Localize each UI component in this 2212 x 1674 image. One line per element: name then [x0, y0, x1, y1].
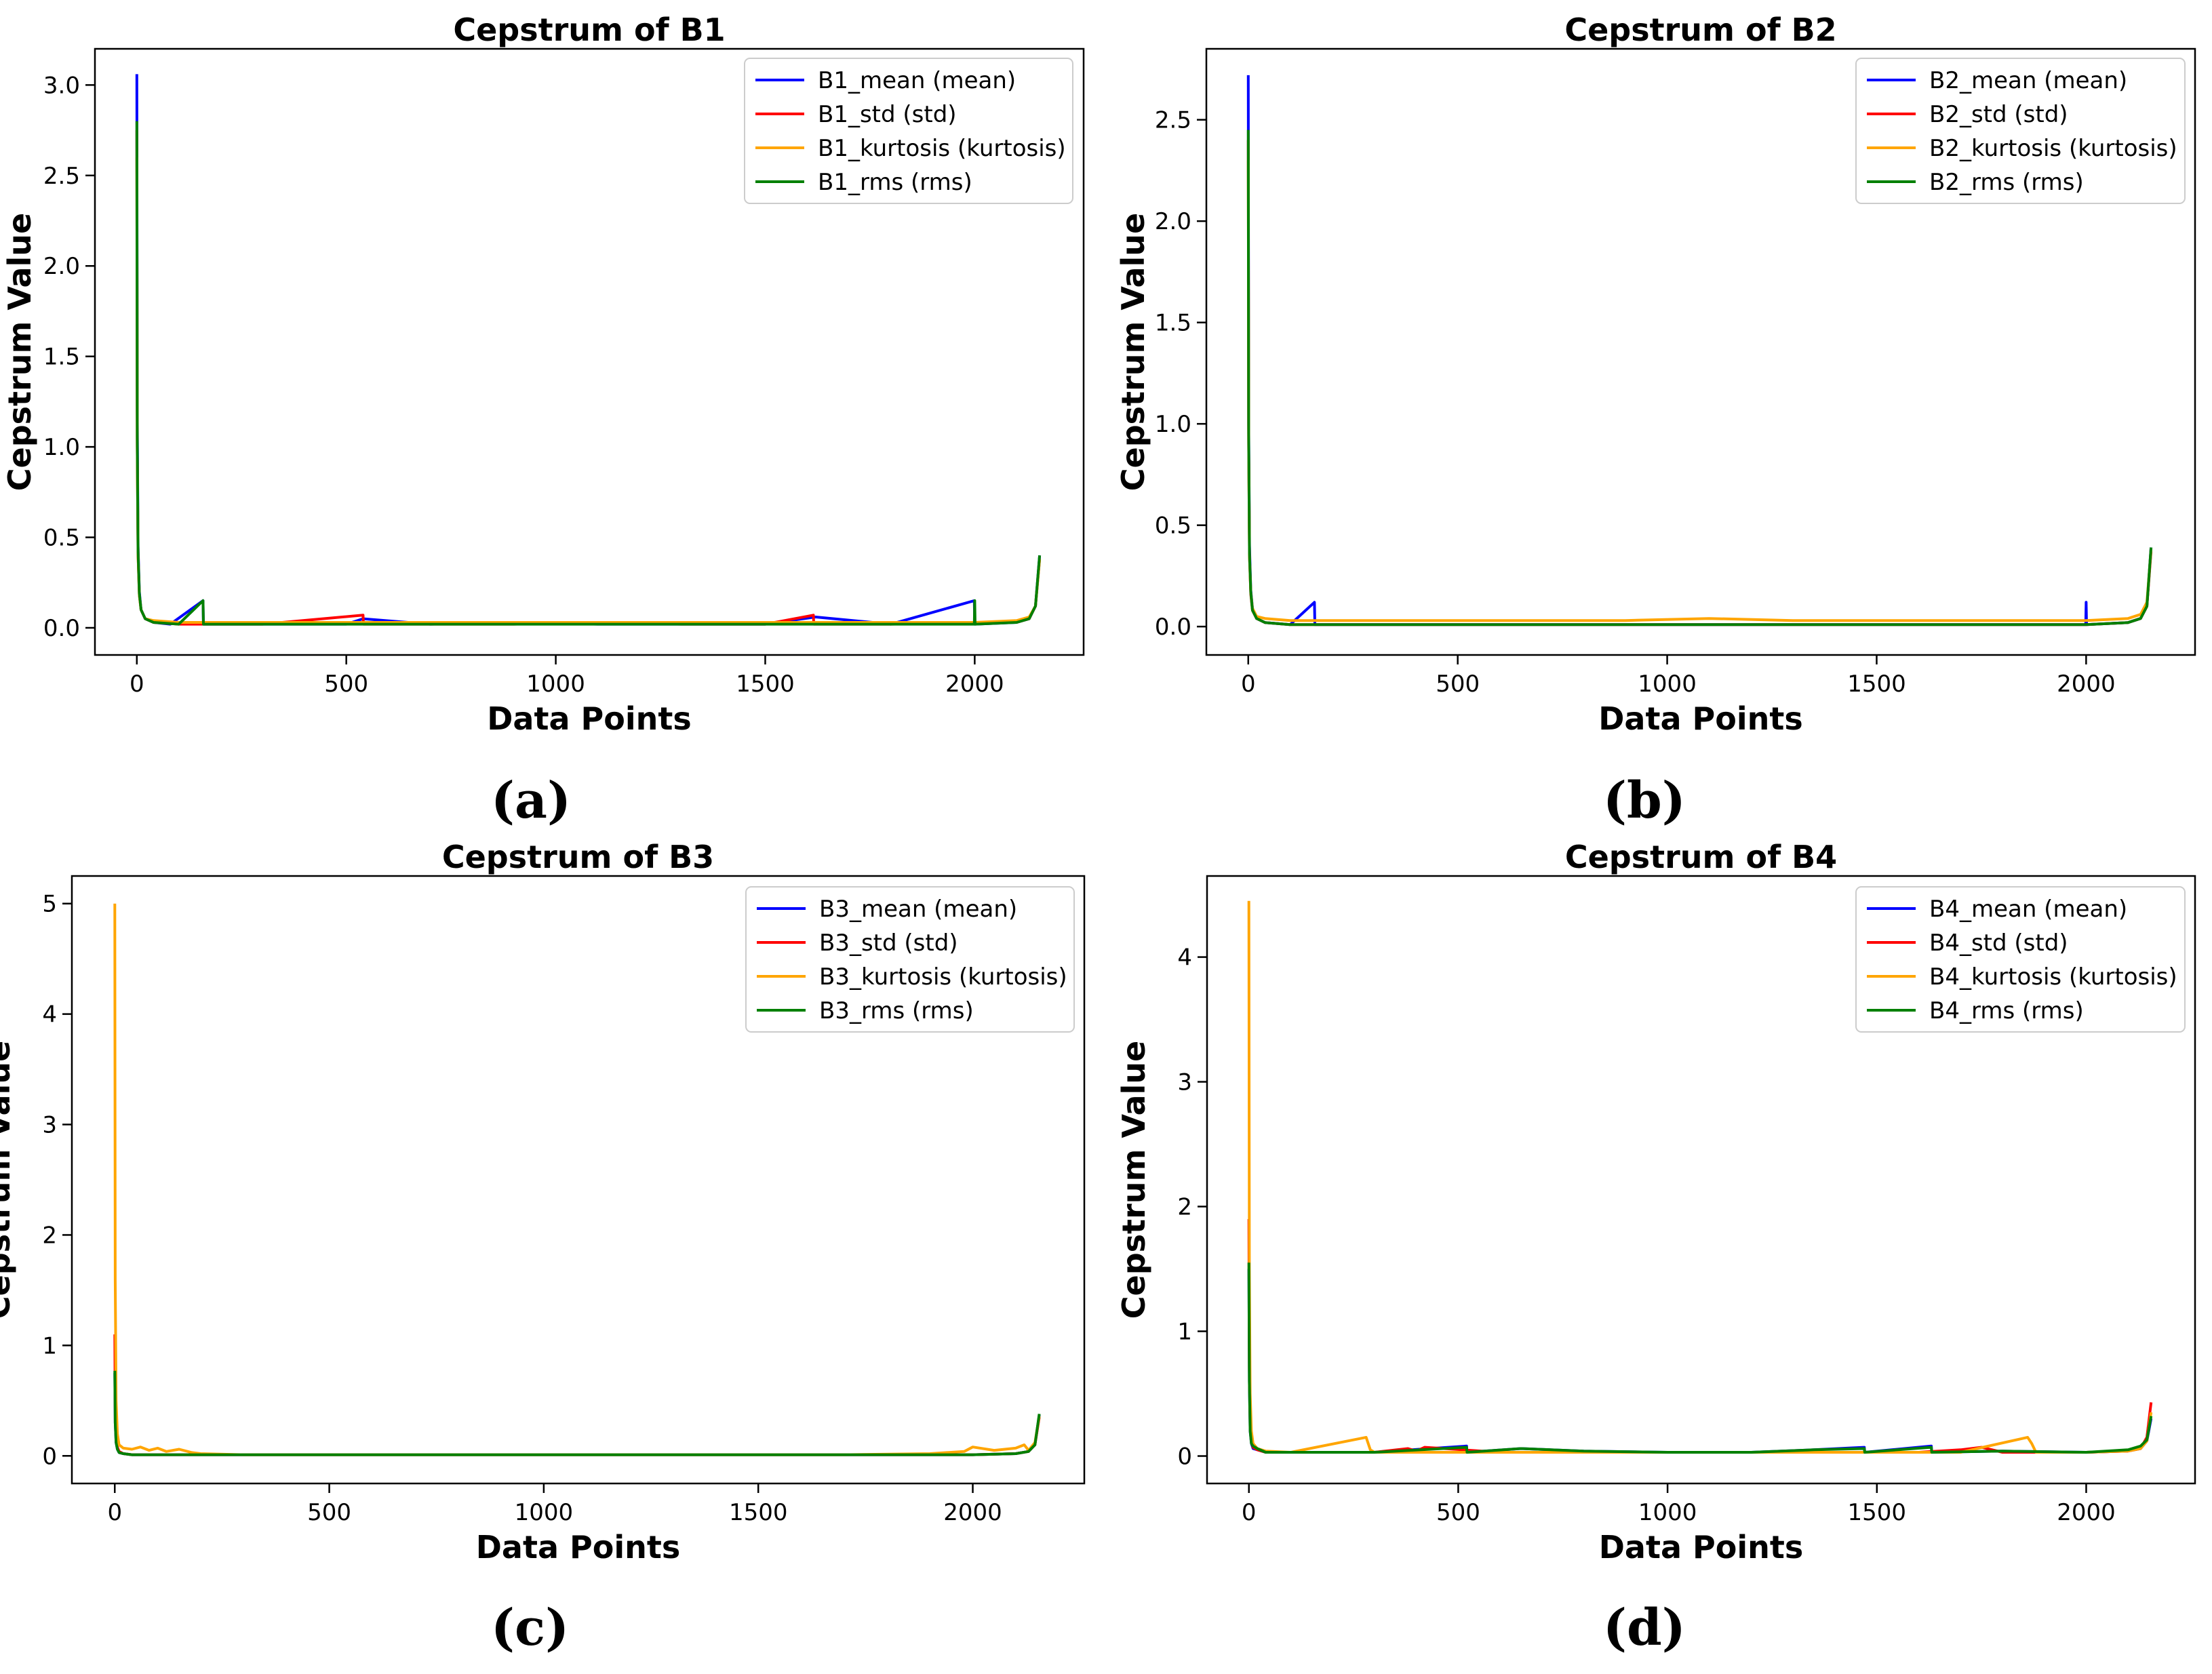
chart3-xtick-label: 0: [107, 1499, 122, 1526]
chart4-xtick-label: 500: [1436, 1499, 1480, 1526]
caption-a: (a): [491, 772, 571, 830]
chart4-xtick-label: 1500: [1848, 1499, 1907, 1526]
chart3-legend-label-kurtosis: B3_kurtosis (kurtosis): [819, 963, 1067, 991]
chart1-xtick-label: 2000: [945, 671, 1004, 698]
chart2-xtick-label: 2000: [2057, 671, 2116, 698]
chart2-ylabel: Cepstrum Value: [1115, 213, 1151, 491]
chart1-legend-box: [744, 58, 1073, 204]
caption-d: (d): [1603, 1599, 1686, 1657]
chart2-legend-label-rms: B2_rms (rms): [1929, 169, 2084, 196]
chart1-xtick-label: 0: [130, 671, 144, 698]
chart2-title: Cepstrum of B2: [1564, 12, 1836, 48]
chart3-series-std-line: [113, 1334, 1041, 1456]
chart2-ytick-label: 0.5: [1155, 513, 1191, 540]
chart2-xtick-label: 0: [1241, 671, 1256, 698]
chart4-frame: [1206, 875, 2196, 1485]
chart3-legend-box: [745, 886, 1075, 1033]
chart1-xtick-label: 500: [324, 671, 368, 698]
chart2-ytick-label: 1.5: [1155, 310, 1191, 337]
chart1-series-rms-line: [135, 121, 1042, 626]
chart2-legend-label-std: B2_std (std): [1929, 101, 2068, 128]
chart2-series-kurtosis-line: [1246, 160, 2153, 622]
chart1-legend-label-rms: B1_rms (rms): [818, 169, 972, 196]
chart3-legend-label-rms: B3_rms (rms): [819, 997, 974, 1024]
chart3-ytick-label: 5: [42, 891, 57, 918]
chart1-ytick-label: 1.0: [43, 434, 80, 461]
chart2-ytick-label: 2.0: [1155, 208, 1191, 235]
chart1-xtick-label: 1500: [736, 671, 795, 698]
chart3-legend-label-std: B3_std (std): [819, 930, 958, 957]
chart1-xtick-label: 1000: [526, 671, 585, 698]
chart2-frame: [1205, 47, 2196, 656]
chart3-series-rms-line: [113, 1370, 1041, 1456]
chart4-legend-label-kurtosis: B4_kurtosis (kurtosis): [1929, 963, 2177, 991]
chart4-xtick-label: 1000: [1638, 1499, 1697, 1526]
chart4-ytick-label: 0: [1177, 1443, 1192, 1471]
caption-c: (c): [491, 1599, 570, 1657]
chart1-series-kurtosis-line: [135, 157, 1042, 624]
chart1-title: Cepstrum of B1: [453, 12, 725, 48]
chart1-ytick-label: 2.5: [43, 163, 80, 190]
chart2-xlabel: Data Points: [1598, 700, 1802, 737]
chart3-ytick-label: 1: [42, 1332, 57, 1359]
chart1-legend-label-kurtosis: B1_kurtosis (kurtosis): [818, 135, 1066, 162]
chart2-series-std-line: [1246, 140, 2153, 626]
chart1-legend-label-std: B1_std (std): [818, 101, 957, 128]
chart1-ytick-label: 1.5: [43, 344, 80, 371]
chart2-ytick-label: 2.5: [1155, 107, 1191, 134]
chart1-ytick-label: 2.0: [43, 253, 80, 280]
chart3-xtick-label: 1000: [515, 1499, 574, 1526]
chart3-xtick-label: 2000: [943, 1499, 1002, 1526]
chart1-ytick-label: 3.0: [43, 72, 80, 99]
chart4-xtick-label: 0: [1242, 1499, 1257, 1526]
chart1-ylabel: Cepstrum Value: [1, 213, 38, 491]
chart4-ytick-label: 4: [1177, 944, 1192, 972]
chart2-xtick-label: 1500: [1847, 671, 1906, 698]
chart3-xlabel: Data Points: [476, 1529, 680, 1566]
chart4-ylabel: Cepstrum Value: [1115, 1041, 1152, 1319]
chart1-xlabel: Data Points: [487, 700, 691, 737]
chart4-legend-box: [1855, 886, 2186, 1033]
chart3-ytick-label: 0: [42, 1443, 57, 1470]
chart4-legend-label-mean: B4_mean (mean): [1929, 896, 2127, 923]
chart2-xtick-label: 1000: [1638, 671, 1697, 698]
caption-b: (b): [1603, 772, 1686, 830]
chart2-legend-box: [1855, 58, 2186, 204]
chart4-legend-label-std: B4_std (std): [1929, 930, 2068, 957]
chart1-legend-label-mean: B1_mean (mean): [818, 67, 1016, 94]
chart3-title: Cepstrum of B3: [442, 839, 714, 875]
chart1-ytick-label: 0.5: [43, 525, 80, 552]
chart3-legend-label-mean: B3_mean (mean): [819, 896, 1017, 923]
chart4-series-std-line: [1247, 1218, 2153, 1454]
chart2-xtick-label: 500: [1436, 671, 1480, 698]
chart4-ytick-label: 2: [1177, 1194, 1192, 1221]
chart4-series-rms-line: [1247, 1262, 2153, 1454]
chart2-ytick-label: 0.0: [1155, 614, 1191, 641]
chart4-title: Cepstrum of B4: [1565, 839, 1837, 875]
chart4-xtick-label: 2000: [2057, 1499, 2116, 1526]
chart4-xlabel: Data Points: [1599, 1529, 1803, 1566]
chart4-legend-label-rms: B4_rms (rms): [1929, 997, 2084, 1024]
chart3-xtick-label: 1500: [729, 1499, 788, 1526]
chart3-ytick-label: 3: [42, 1112, 57, 1139]
chart3-xtick-label: 500: [307, 1499, 351, 1526]
chart3-ylabel: Cepstrum Value: [0, 1041, 17, 1319]
chart3-series-mean-line: [113, 1373, 1041, 1456]
chart1-series-std-line: [135, 130, 1042, 626]
chart4-ytick-label: 3: [1177, 1069, 1192, 1096]
chart2-legend-label-kurtosis: B2_kurtosis (kurtosis): [1929, 135, 2177, 162]
chart2-legend-label-mean: B2_mean (mean): [1929, 67, 2127, 94]
chart1-frame: [94, 47, 1085, 656]
chart4-ytick-label: 1: [1177, 1319, 1192, 1346]
chart2-series-rms-line: [1246, 129, 2153, 626]
chart3-ytick-label: 2: [42, 1222, 57, 1249]
chart3-ytick-label: 4: [42, 1001, 57, 1029]
chart2-ytick-label: 1.0: [1155, 411, 1191, 438]
chart4-series-mean-line: [1247, 1269, 2153, 1454]
chart1-ytick-label: 0.0: [43, 615, 80, 642]
chart3-frame: [71, 875, 1086, 1485]
